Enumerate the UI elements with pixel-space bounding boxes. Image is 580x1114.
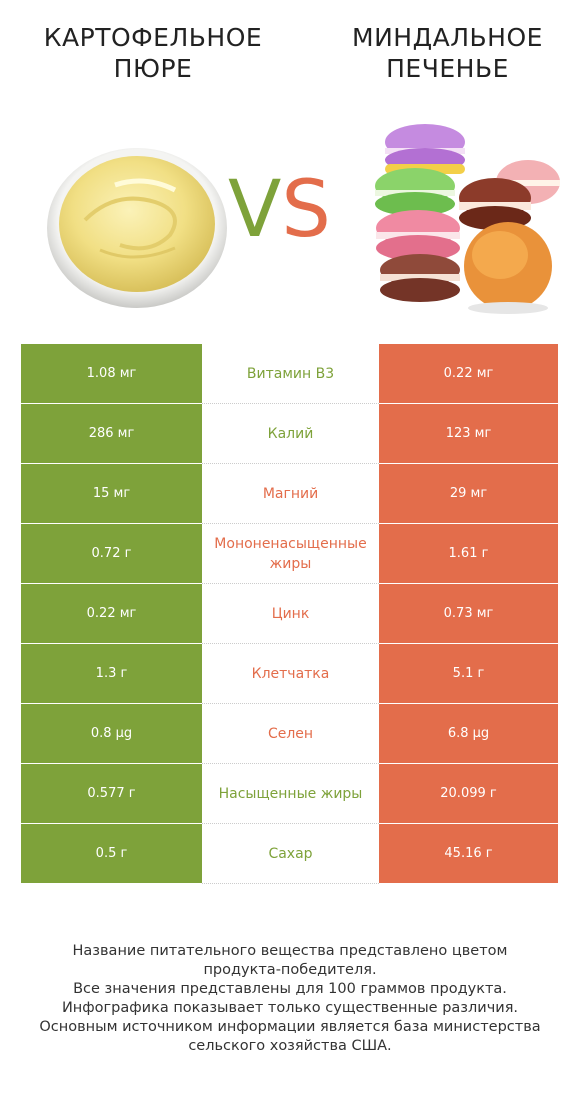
- mashed-potato-image: [47, 148, 227, 308]
- nutrient-name: Селен: [267, 725, 314, 742]
- nutrient-name: Мононенасыщенные жиры: [214, 535, 367, 572]
- left-value-cell: 0.577 г: [21, 764, 202, 824]
- footer-line-2: продукта-победителя.: [203, 962, 377, 978]
- right-value-cell: 6.8 µg: [379, 704, 558, 764]
- table-row: 15 мг Магний 29 мг: [21, 464, 558, 524]
- left-title-line-2: ПЮРЕ: [113, 54, 193, 83]
- right-value-cell: 20.099 г: [379, 764, 558, 824]
- table-row: 0.72 г Мононенасыщенные жиры 1.61 г: [21, 524, 558, 584]
- nutrient-name: Калий: [267, 425, 314, 442]
- left-value-cell: 1.08 мг: [21, 344, 202, 404]
- right-product-title: МИНДАЛЬНОЕ ПЕЧЕНЬЕ: [330, 22, 565, 84]
- right-value-cell: 45.16 г: [379, 824, 558, 884]
- nutrient-name: Витамин B3: [246, 365, 335, 382]
- vs-label: VS: [228, 165, 331, 255]
- comparison-table: 1.08 мг Витамин B3 0.22 мг 286 мг Калий 123 м…: [21, 344, 558, 884]
- table-row: 0.22 мг Цинк 0.73 мг: [21, 584, 558, 644]
- left-value-cell: 0.22 мг: [21, 584, 202, 644]
- right-title-line-2: ПЕЧЕНЬЕ: [386, 54, 509, 83]
- table-row: 0.577 г Насыщенные жиры 20.099 г: [21, 764, 558, 824]
- footer-line-6: сельского хозяйства США.: [188, 1038, 392, 1054]
- macaron-image: [375, 124, 560, 314]
- nutrient-name-cell: Мононенасыщенные жиры: [202, 524, 379, 584]
- left-value-cell: 0.5 г: [21, 824, 202, 884]
- nutrient-name-cell: Витамин B3: [202, 344, 379, 404]
- right-value-cell: 1.61 г: [379, 524, 558, 584]
- left-value-cell: 286 мг: [21, 404, 202, 464]
- left-value-cell: 0.72 г: [21, 524, 202, 584]
- nutrient-name-cell: Селен: [202, 704, 379, 764]
- left-value-cell: 15 мг: [21, 464, 202, 524]
- table-row: 1.3 г Клетчатка 5.1 г: [21, 644, 558, 704]
- nutrient-name-cell: Клетчатка: [202, 644, 379, 704]
- right-title-line-1: МИНДАЛЬНОЕ: [352, 23, 543, 52]
- nutrient-name-cell: Цинк: [202, 584, 379, 644]
- nutrient-name: Сахар: [268, 845, 313, 862]
- right-value-cell: 0.73 мг: [379, 584, 558, 644]
- left-title-line-1: КАРТОФЕЛЬНОЕ: [43, 23, 263, 52]
- nutrient-name-cell: Насыщенные жиры: [202, 764, 379, 824]
- footer-notes: Название питательного вещества представл…: [20, 942, 560, 1056]
- footer-line-1: Название питательного вещества представл…: [72, 943, 508, 959]
- nutrient-name: Магний: [262, 485, 319, 502]
- table-row: 0.5 г Сахар 45.16 г: [21, 824, 558, 884]
- right-value-cell: 0.22 мг: [379, 344, 558, 404]
- nutrient-name: Насыщенные жиры: [218, 785, 363, 802]
- left-product-title: КАРТОФЕЛЬНОЕ ПЮРЕ: [18, 22, 288, 84]
- nutrient-name-cell: Калий: [202, 404, 379, 464]
- nutrient-name-cell: Магний: [202, 464, 379, 524]
- right-value-cell: 5.1 г: [379, 644, 558, 704]
- nutrient-name: Цинк: [271, 605, 310, 622]
- right-value-cell: 123 мг: [379, 404, 558, 464]
- table-row: 0.8 µg Селен 6.8 µg: [21, 704, 558, 764]
- footer-line-4: Инфографика показывает только существенн…: [61, 1000, 519, 1016]
- footer-line-3: Все значения представлены для 100 граммо…: [73, 981, 507, 997]
- table-row: 286 мг Калий 123 мг: [21, 404, 558, 464]
- nutrient-name: Клетчатка: [251, 665, 330, 682]
- left-value-cell: 1.3 г: [21, 644, 202, 704]
- footer-line-5: Основным источником информации является …: [39, 1019, 541, 1035]
- table-row: 1.08 мг Витамин B3 0.22 мг: [21, 344, 558, 404]
- nutrient-name-cell: Сахар: [202, 824, 379, 884]
- right-value-cell: 29 мг: [379, 464, 558, 524]
- vs-v-letter: V: [228, 165, 282, 255]
- left-value-cell: 0.8 µg: [21, 704, 202, 764]
- vs-s-letter: S: [281, 165, 331, 255]
